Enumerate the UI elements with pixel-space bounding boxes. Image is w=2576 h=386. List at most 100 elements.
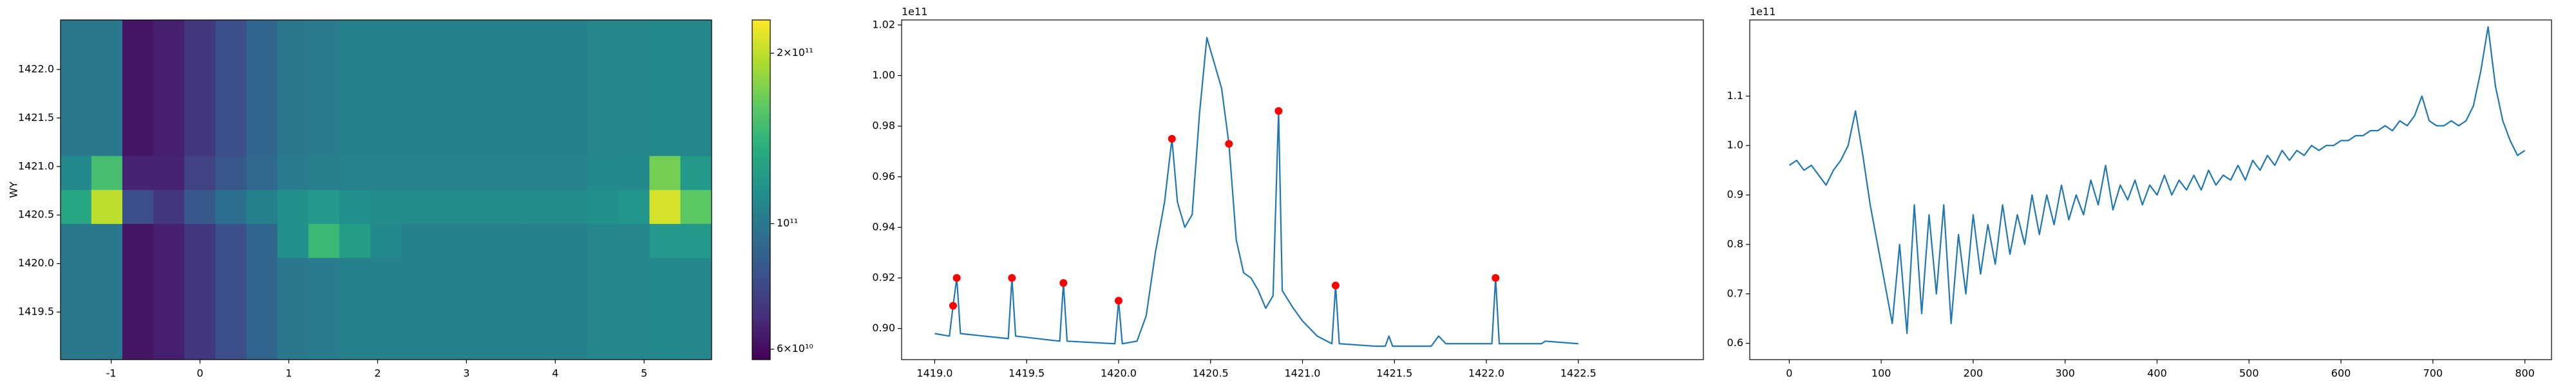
colorbar-step	[752, 255, 770, 259]
heatmap-cell	[153, 291, 185, 326]
colorbar-step	[752, 91, 770, 94]
heatmap-cell	[215, 223, 247, 258]
colorbar-step	[752, 144, 770, 148]
heatmap-cell	[122, 87, 154, 122]
colorbar-step	[752, 204, 770, 207]
heatmap-cell	[122, 155, 154, 190]
colorbar-step	[752, 110, 770, 114]
heatmap-cell	[432, 19, 464, 55]
colorbar-step	[752, 107, 770, 111]
heatmap-cell	[339, 122, 371, 156]
heatmap-cell	[184, 189, 216, 225]
y-offset-label: 1e11	[1750, 6, 1776, 18]
colorbar-step	[752, 85, 770, 89]
heatmap-cell	[463, 325, 495, 360]
colorbar-step	[752, 77, 770, 80]
colorbar-step	[752, 249, 770, 253]
heatmap-cell	[525, 223, 557, 258]
heatmap-cell	[370, 257, 402, 292]
colorbar-step	[752, 96, 770, 100]
colorbar-step	[752, 336, 770, 340]
heatmap-cell	[91, 19, 123, 55]
heatmap-cell	[215, 122, 247, 156]
colorbar-step	[752, 280, 770, 284]
colorbar-step	[752, 31, 770, 35]
y-tick-label: 1420.5	[18, 208, 54, 221]
heatmap-cell	[587, 87, 619, 122]
colorbar-step	[752, 212, 770, 216]
colorbar-step	[752, 28, 770, 32]
axes-frame	[60, 19, 712, 360]
heatmap-cell	[60, 122, 92, 156]
colorbar-step	[752, 102, 770, 106]
heatmap-cell	[308, 291, 340, 326]
heatmap-cell	[153, 189, 185, 225]
data-line	[934, 37, 1578, 347]
colorbar-step	[752, 354, 770, 358]
heatmap-cell	[308, 257, 340, 292]
y-tick-label: 1.0	[1727, 139, 1743, 151]
peak-marker	[1168, 134, 1176, 143]
y-tick-label: 0.8	[1727, 237, 1743, 250]
data-line	[1788, 26, 2526, 335]
colorbar-step	[752, 322, 770, 326]
heatmap-cell	[401, 257, 433, 292]
colorbar-step	[752, 113, 770, 117]
heatmap-cell	[556, 189, 588, 225]
y-tick-label: 1.02	[872, 18, 895, 30]
heatmap-cell	[432, 325, 464, 360]
heatmap-cell	[401, 291, 433, 326]
heatmap-cell	[587, 122, 619, 156]
heatmap-cell	[184, 19, 216, 55]
colorbar-step	[752, 348, 770, 352]
colorbar-step	[752, 34, 770, 37]
x-tick-label: 5	[641, 367, 647, 380]
x-tick-label: 0	[1786, 367, 1792, 380]
heatmap-cell	[339, 257, 371, 292]
heatmap-cell	[401, 223, 433, 258]
heatmap-cell	[184, 87, 216, 122]
heatmap-cell	[649, 87, 681, 122]
y-tick-label: 0.94	[872, 221, 895, 233]
heatmap-cell	[556, 87, 588, 122]
heatmap-cell	[618, 53, 650, 88]
peak-marker	[1225, 140, 1233, 148]
x-tick-label: 4	[552, 367, 558, 380]
heatmap-cell	[122, 223, 154, 258]
y-tick-label: 1420.0	[18, 257, 54, 269]
heatmap-cell	[60, 189, 92, 225]
axes-frame	[1749, 19, 2552, 360]
peak-marker	[1274, 107, 1283, 115]
heatmap-cell	[463, 257, 495, 292]
heatmap-cell	[184, 257, 216, 292]
colorbar-step	[752, 198, 770, 202]
heatmap-cell	[649, 189, 681, 225]
colorbar-step	[752, 87, 770, 91]
heatmap-cell	[556, 257, 588, 292]
heatmap-cell	[91, 53, 123, 88]
heatmap-cell	[680, 155, 712, 190]
colorbar-step	[752, 271, 770, 275]
heatmap-cell	[370, 189, 402, 225]
heatmap-cell	[184, 223, 216, 258]
colorbar-step	[752, 195, 770, 199]
heatmap-cell	[153, 122, 185, 156]
heatmap-cell	[246, 87, 278, 122]
heatmap-cell	[618, 19, 650, 55]
heatmap-cell	[215, 257, 247, 292]
heatmap-cell	[370, 155, 402, 190]
heatmap-cell	[463, 19, 495, 55]
peak-marker	[1059, 279, 1068, 287]
colorbar-step	[752, 37, 770, 41]
colorbar-step	[752, 138, 770, 142]
colorbar-step	[752, 130, 770, 134]
colorbar-step	[752, 243, 770, 247]
colorbar-step	[752, 136, 770, 140]
heatmap-cell	[401, 122, 433, 156]
colorbar-step	[752, 314, 770, 318]
colorbar-tick-label: 2×10¹¹	[777, 46, 813, 59]
heatmap-cell	[649, 223, 681, 258]
heatmap-cell	[215, 19, 247, 55]
y-tick-label: 0.98	[872, 120, 895, 132]
colorbar-step	[752, 71, 770, 75]
